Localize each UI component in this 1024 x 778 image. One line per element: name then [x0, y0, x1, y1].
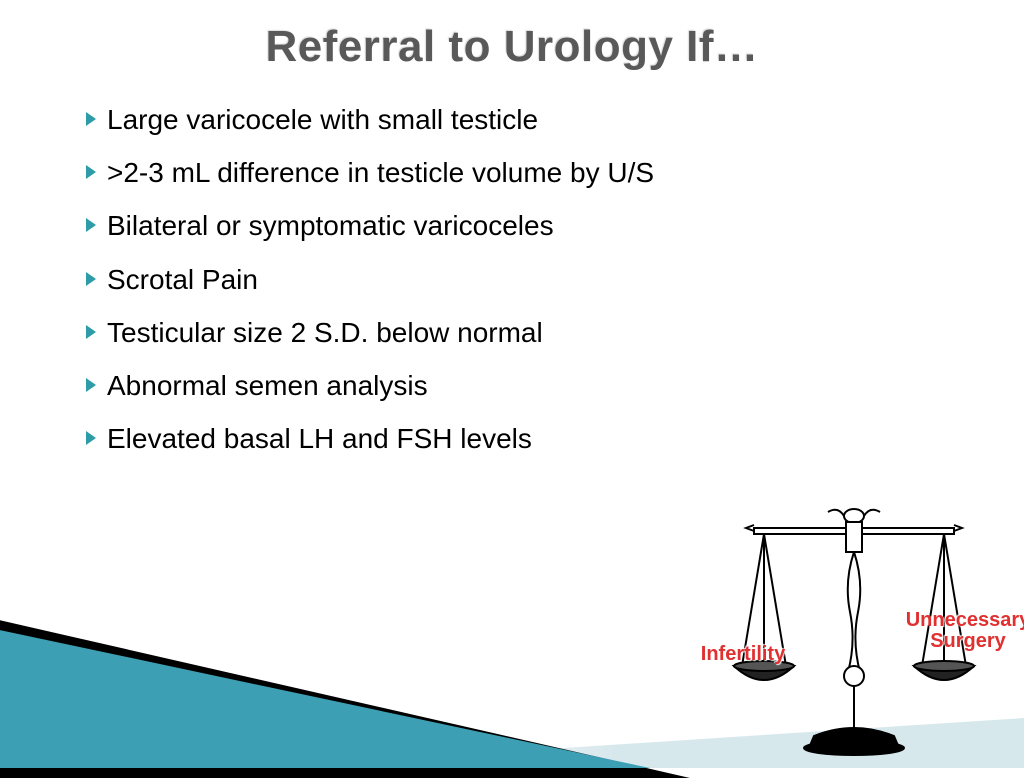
bullet-text: Scrotal Pain: [107, 260, 258, 299]
bullet-text: Abnormal semen analysis: [107, 366, 428, 405]
list-item: Testicular size 2 S.D. below normal: [86, 313, 964, 352]
balance-scale-graphic: Infertility UnnecessarySurgery: [694, 498, 1014, 758]
scale-right-label: UnnecessarySurgery: [898, 610, 1024, 652]
bullet-list: Large varicocele with small testicle >2-3…: [0, 72, 1024, 458]
bullet-text: Testicular size 2 S.D. below normal: [107, 313, 543, 352]
bullet-marker-icon: [86, 272, 97, 291]
bullet-marker-icon: [86, 165, 97, 184]
bullet-text: Elevated basal LH and FSH levels: [107, 419, 532, 458]
scale-left-label: Infertility: [688, 644, 798, 665]
bullet-text: Bilateral or symptomatic varicoceles: [107, 206, 554, 245]
list-item: Bilateral or symptomatic varicoceles: [86, 206, 964, 245]
bullet-marker-icon: [86, 431, 97, 450]
bullet-marker-icon: [86, 218, 97, 237]
list-item: Elevated basal LH and FSH levels: [86, 419, 964, 458]
list-item: Scrotal Pain: [86, 260, 964, 299]
bullet-text: Large varicocele with small testicle: [107, 100, 538, 139]
list-item: Abnormal semen analysis: [86, 366, 964, 405]
decorative-triangle-teal: [0, 628, 650, 768]
bullet-marker-icon: [86, 112, 97, 131]
list-item: Large varicocele with small testicle: [86, 100, 964, 139]
page-title: Referral to Urology If…: [0, 0, 1024, 72]
bullet-marker-icon: [86, 325, 97, 344]
list-item: >2-3 mL difference in testicle volume by…: [86, 153, 964, 192]
bullet-marker-icon: [86, 378, 97, 397]
bullet-text: >2-3 mL difference in testicle volume by…: [107, 153, 654, 192]
